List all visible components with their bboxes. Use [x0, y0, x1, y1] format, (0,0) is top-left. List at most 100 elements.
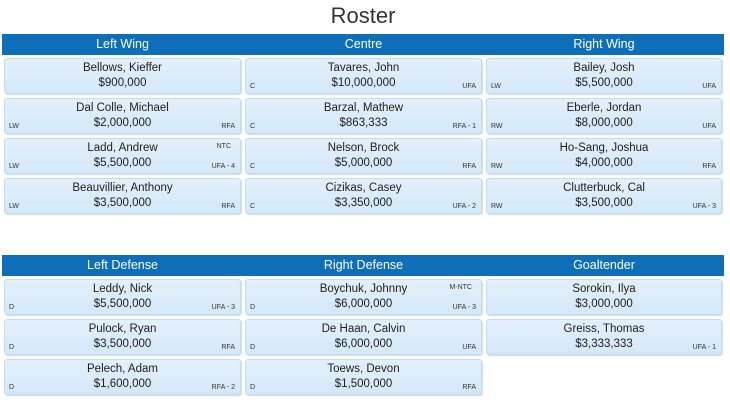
- player-name: Nelson, Brock: [327, 142, 400, 154]
- player-name: Eberle, Jordan: [566, 102, 642, 114]
- player-name: Greiss, Thomas: [563, 323, 645, 335]
- centre-header: Centre: [344, 37, 383, 51]
- player-card[interactable]: Ladd, Andrew $5,500,000 NTC LW UFA - 4: [4, 138, 241, 174]
- player-name: Sorokin, Ilya: [572, 283, 636, 295]
- player-name: Bellows, Kieffer: [82, 62, 163, 74]
- player-contract-status: UFA: [702, 83, 716, 90]
- player-card[interactable]: Pelech, Adam $1,600,000 D RFA - 2: [4, 359, 241, 395]
- left-defense-column: Leddy, Nick $5,500,000 D UFA - 3 Pulock, Rya…: [2, 279, 243, 399]
- player-clause: M-NTC: [449, 284, 472, 291]
- player-salary: $5,500,000: [93, 157, 152, 169]
- player-name: Toews, Devon: [327, 363, 400, 375]
- player-position: RW: [491, 163, 503, 170]
- player-position: D: [9, 344, 15, 351]
- player-card[interactable]: Beauvillier, Anthony $3,500,000 LW RFA: [4, 178, 241, 214]
- player-salary: $2,000,000: [93, 117, 152, 129]
- player-card[interactable]: Bailey, Josh $5,500,000 LW UFA: [486, 58, 722, 94]
- forwards-section: Left Wing Centre Right Wing Bellows, Kie…: [2, 34, 724, 218]
- player-position: LW: [9, 203, 19, 210]
- player-card[interactable]: Bellows, Kieffer $900,000: [4, 58, 241, 94]
- centre-column: Tavares, John $10,000,000 C UFA Barzal, Math…: [243, 58, 484, 218]
- player-contract-status: RFA: [221, 203, 235, 210]
- defense-header: Left Defense Right Defense Goaltender: [2, 255, 724, 276]
- player-position: C: [250, 83, 256, 90]
- player-position: RW: [491, 203, 503, 210]
- goaltender-column: Sorokin, Ilya $3,000,000 Greiss, Thomas $3,…: [484, 279, 724, 399]
- player-salary: $3,500,000: [575, 197, 633, 209]
- player-name: Barzal, Mathew: [323, 102, 404, 114]
- player-name: Pelech, Adam: [87, 363, 158, 375]
- player-contract-status: UFA - 3: [211, 304, 235, 311]
- player-position: D: [9, 384, 15, 391]
- player-card[interactable]: Toews, Devon $1,500,000 D RFA: [245, 359, 482, 395]
- player-position: D: [250, 304, 256, 311]
- player-salary: $3,000,000: [575, 298, 633, 310]
- player-card[interactable]: Clutterbuck, Cal $3,500,000 RW UFA - 3: [486, 178, 722, 214]
- player-name: Cizikas, Casey: [325, 182, 402, 194]
- player-salary: $1,600,000: [93, 378, 152, 390]
- right-defense-header: Right Defense: [323, 258, 404, 272]
- left-wing-header: Left Wing: [96, 37, 149, 51]
- player-card[interactable]: Nelson, Brock $5,000,000 C RFA: [245, 138, 482, 174]
- player-position: C: [250, 203, 256, 210]
- forwards-header: Left Wing Centre Right Wing: [2, 34, 724, 55]
- player-position: C: [250, 123, 256, 130]
- player-contract-status: UFA - 3: [692, 203, 716, 210]
- player-card[interactable]: Leddy, Nick $5,500,000 D UFA - 3: [4, 279, 241, 315]
- player-salary: $3,500,000: [93, 338, 152, 350]
- player-card[interactable]: Cizikas, Casey $3,350,000 C UFA - 2: [245, 178, 482, 214]
- player-salary: $6,000,000: [334, 298, 393, 310]
- right-defense-column: Boychuk, Johnny $6,000,000 M-NTC D UFA - 3 De…: [243, 279, 484, 399]
- player-name: Beauvillier, Anthony: [72, 182, 173, 194]
- player-salary: $3,500,000: [93, 197, 152, 209]
- player-contract-status: UFA - 4: [211, 163, 235, 170]
- player-clause: NTC: [216, 143, 231, 150]
- player-name: Clutterbuck, Cal: [563, 182, 645, 194]
- defense-section: Left Defense Right Defense Goaltender Le…: [2, 255, 724, 399]
- player-salary: $8,000,000: [575, 117, 633, 129]
- player-name: Boychuk, Johnny: [319, 283, 408, 295]
- player-contract-status: UFA: [462, 83, 476, 90]
- player-contract-status: UFA: [702, 123, 716, 130]
- player-card[interactable]: Barzal, Mathew $863,333 C RFA - 1: [245, 98, 482, 134]
- player-salary: $5,000,000: [334, 157, 393, 169]
- player-contract-status: RFA: [462, 384, 476, 391]
- player-position: D: [9, 304, 15, 311]
- player-name: Pulock, Ryan: [88, 323, 157, 335]
- player-contract-status: UFA: [462, 344, 476, 351]
- player-name: De Haan, Calvin: [321, 323, 406, 335]
- player-card[interactable]: Greiss, Thomas $3,333,333 UFA - 1: [486, 319, 722, 355]
- player-card[interactable]: De Haan, Calvin $6,000,000 D UFA: [245, 319, 482, 355]
- player-position: C: [250, 163, 256, 170]
- player-contract-status: RFA - 1: [452, 123, 476, 130]
- player-card[interactable]: Tavares, John $10,000,000 C UFA: [245, 58, 482, 94]
- player-card[interactable]: Dal Colle, Michael $2,000,000 LW RFA: [4, 98, 241, 134]
- player-contract-status: UFA - 3: [452, 304, 476, 311]
- player-card[interactable]: Boychuk, Johnny $6,000,000 M-NTC D UFA - 3: [245, 279, 482, 315]
- player-name: Leddy, Nick: [92, 283, 153, 295]
- player-contract-status: UFA - 1: [692, 344, 716, 351]
- player-contract-status: RFA: [221, 344, 235, 351]
- player-position: LW: [9, 163, 19, 170]
- player-salary: $6,000,000: [334, 338, 393, 350]
- player-card[interactable]: Eberle, Jordan $8,000,000 RW UFA: [486, 98, 722, 134]
- page-title: Roster: [330, 3, 396, 28]
- player-position: D: [250, 344, 256, 351]
- player-contract-status: RFA: [462, 163, 476, 170]
- player-salary: $863,333: [339, 117, 388, 129]
- player-position: LW: [491, 83, 501, 90]
- player-contract-status: RFA - 2: [211, 384, 235, 391]
- left-defense-header: Left Defense: [87, 258, 158, 272]
- player-card[interactable]: Pulock, Ryan $3,500,000 D RFA: [4, 319, 241, 355]
- player-name: Ho-Sang, Joshua: [559, 142, 649, 154]
- right-wing-header: Right Wing: [573, 37, 635, 51]
- player-position: RW: [491, 123, 503, 130]
- right-wing-column: Bailey, Josh $5,500,000 LW UFA Eberle, Jorda…: [484, 58, 724, 218]
- player-name: Tavares, John: [327, 62, 400, 74]
- left-wing-column: Bellows, Kieffer $900,000 Dal Colle, Micha…: [2, 58, 243, 218]
- player-name: Dal Colle, Michael: [76, 102, 169, 114]
- player-card[interactable]: Ho-Sang, Joshua $4,000,000 RW RFA: [486, 138, 722, 174]
- player-salary: $3,350,000: [334, 197, 393, 209]
- player-position: D: [250, 384, 256, 391]
- player-card[interactable]: Sorokin, Ilya $3,000,000: [486, 279, 722, 315]
